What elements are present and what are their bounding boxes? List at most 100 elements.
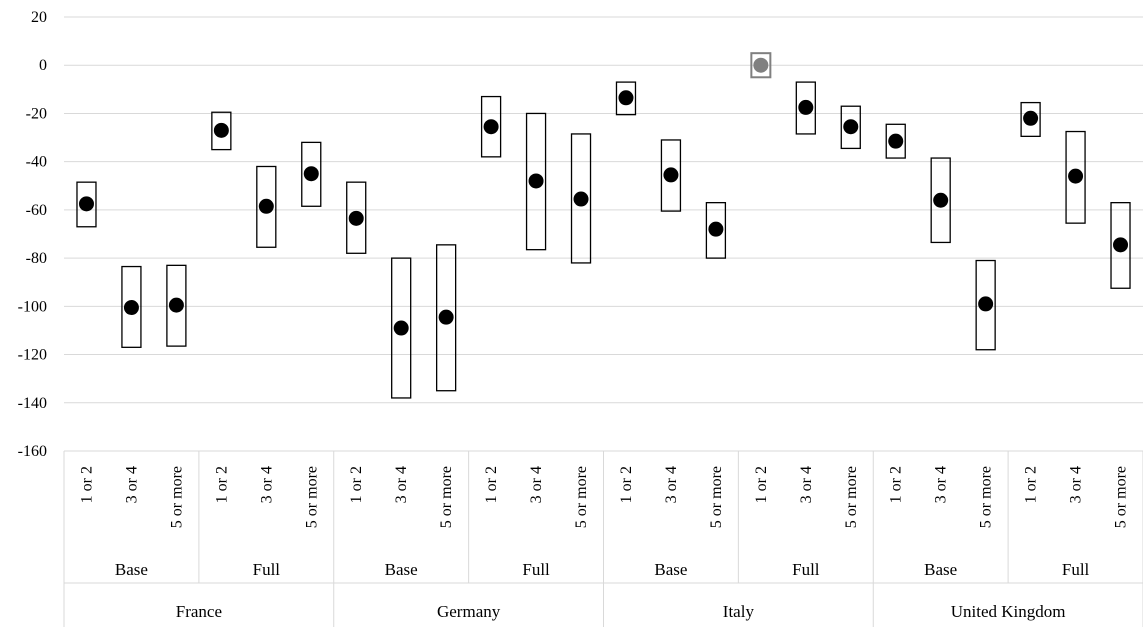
- point-germany-full-1-or-2: [483, 119, 499, 135]
- y-tick-label: -60: [26, 202, 47, 219]
- category-label-1-or-2: 1 or 2: [618, 466, 635, 503]
- category-label-5-or-more: 5 or more: [1113, 466, 1130, 528]
- category-label-1-or-2: 1 or 2: [888, 466, 905, 503]
- point-italy-base-1-or-2: [618, 90, 634, 106]
- y-tick-label: -160: [18, 443, 47, 460]
- interval-box-italy-full-1-or-2: [750, 52, 772, 79]
- country-label-france: France: [176, 602, 222, 621]
- point-united-kingdom-full-5-or-more: [1113, 237, 1129, 253]
- category-label-5-or-more: 5 or more: [708, 466, 725, 528]
- category-label-1-or-2: 1 or 2: [348, 466, 365, 503]
- point-france-base-3-or-4: [123, 300, 139, 316]
- point-united-kingdom-base-3-or-4: [933, 192, 949, 208]
- category-label-5-or-more: 5 or more: [303, 466, 320, 528]
- point-united-kingdom-full-3-or-4: [1068, 168, 1084, 184]
- interval-box-france-base-3-or-4: [121, 265, 142, 348]
- point-italy-base-5-or-more: [708, 221, 724, 237]
- y-tick-label: 20: [31, 9, 47, 26]
- category-label-1-or-2: 1 or 2: [753, 466, 770, 503]
- interval-box-france-base-1-or-2: [76, 181, 97, 228]
- interval-box-france-full-5-or-more: [301, 141, 322, 207]
- gridlines: [64, 16, 1143, 452]
- category-label-3-or-4: 3 or 4: [528, 466, 545, 503]
- interval-box-united-kingdom-base-3-or-4: [930, 157, 951, 244]
- point-germany-full-3-or-4: [528, 173, 544, 189]
- interval-box-italy-full-5-or-more: [840, 105, 861, 150]
- point-italy-full-3-or-4: [798, 99, 814, 115]
- model-label-base: Base: [385, 560, 418, 579]
- model-label-base: Base: [924, 560, 957, 579]
- point-united-kingdom-base-1-or-2: [888, 133, 904, 149]
- interval-box-france-full-1-or-2: [211, 111, 232, 151]
- estimate-points: [78, 57, 1129, 336]
- interval-box-italy-base-5-or-more: [705, 202, 727, 259]
- interval-box-germany-base-3-or-4: [391, 257, 412, 399]
- category-label-3-or-4: 3 or 4: [933, 466, 950, 503]
- y-tick-label: -140: [18, 395, 47, 412]
- interval-box-italy-full-3-or-4: [795, 81, 816, 135]
- country-label-italy: Italy: [723, 602, 755, 621]
- point-italy-full-1-or-2: [753, 57, 769, 73]
- y-tick-label: -80: [26, 250, 47, 267]
- point-germany-base-3-or-4: [393, 320, 409, 336]
- point-france-full-5-or-more: [303, 166, 319, 182]
- model-label-full: Full: [253, 560, 281, 579]
- point-germany-base-5-or-more: [438, 309, 454, 325]
- category-label-3-or-4: 3 or 4: [393, 466, 410, 503]
- category-label-3-or-4: 3 or 4: [1068, 466, 1085, 503]
- point-france-base-1-or-2: [78, 196, 94, 212]
- point-united-kingdom-full-1-or-2: [1023, 110, 1039, 126]
- category-label-5-or-more: 5 or more: [978, 466, 995, 528]
- model-label-full: Full: [1062, 560, 1090, 579]
- point-france-base-5-or-more: [168, 297, 184, 313]
- model-label-base: Base: [654, 560, 687, 579]
- category-label-3-or-4: 3 or 4: [798, 466, 815, 503]
- model-label-base: Base: [115, 560, 148, 579]
- point-united-kingdom-base-5-or-more: [978, 296, 994, 312]
- interval-boxes: [76, 52, 1131, 399]
- category-label-3-or-4: 3 or 4: [123, 466, 140, 503]
- point-italy-full-5-or-more: [843, 119, 859, 135]
- y-tick-label: -100: [18, 298, 47, 315]
- interval-box-germany-full-1-or-2: [480, 95, 502, 158]
- y-tick-label: -120: [18, 347, 47, 364]
- interval-box-united-kingdom-full-5-or-more: [1110, 202, 1131, 289]
- point-france-full-1-or-2: [213, 122, 229, 138]
- point-germany-base-1-or-2: [348, 210, 364, 226]
- category-label-1-or-2: 1 or 2: [78, 466, 95, 503]
- interval-box-italy-base-1-or-2: [615, 81, 637, 116]
- category-label-5-or-more: 5 or more: [168, 466, 185, 528]
- y-tick-label: -20: [26, 105, 47, 122]
- category-label-3-or-4: 3 or 4: [663, 466, 680, 503]
- point-germany-full-5-or-more: [573, 191, 589, 207]
- point-france-full-3-or-4: [258, 198, 274, 214]
- category-label-3-or-4: 3 or 4: [258, 466, 275, 503]
- category-separators: [63, 451, 1143, 627]
- interval-box-united-kingdom-base-1-or-2: [885, 123, 906, 159]
- y-axis-tick-labels: 20 0 -20 -40 -60 -80 -100 -120 -140 -160: [18, 9, 47, 460]
- interval-box-germany-full-5-or-more: [570, 133, 592, 264]
- interval-box-united-kingdom-base-5-or-more: [975, 259, 996, 351]
- y-tick-label: -40: [26, 154, 47, 171]
- interval-box-germany-base-1-or-2: [346, 181, 367, 254]
- category-label-1-or-2: 1 or 2: [213, 466, 230, 503]
- interval-box-france-full-3-or-4: [256, 165, 277, 248]
- interval-box-germany-full-3-or-4: [525, 112, 547, 251]
- category-label-5-or-more: 5 or more: [843, 466, 860, 528]
- category-label-5-or-more: 5 or more: [438, 466, 455, 528]
- interval-box-italy-base-3-or-4: [660, 139, 682, 212]
- country-label-germany: Germany: [437, 602, 501, 621]
- interval-box-united-kingdom-full-1-or-2: [1020, 101, 1041, 137]
- x-axis-model-labels: Base Full Base Full Base Full Base Full: [115, 560, 1090, 579]
- interval-box-germany-base-5-or-more: [435, 244, 457, 392]
- point-italy-base-3-or-4: [663, 167, 679, 183]
- model-label-full: Full: [522, 560, 550, 579]
- y-tick-label: 0: [39, 57, 47, 74]
- category-label-5-or-more: 5 or more: [573, 466, 590, 528]
- x-axis-category-labels: 1 or 2 3 or 4 5 or more 1 or 2 3 or 4 5 or mo…: [78, 466, 1129, 528]
- x-axis-country-labels: France Germany Italy United Kingdom: [176, 602, 1066, 621]
- model-label-full: Full: [792, 560, 820, 579]
- category-label-1-or-2: 1 or 2: [483, 466, 500, 503]
- interval-box-france-base-5-or-more: [166, 264, 187, 347]
